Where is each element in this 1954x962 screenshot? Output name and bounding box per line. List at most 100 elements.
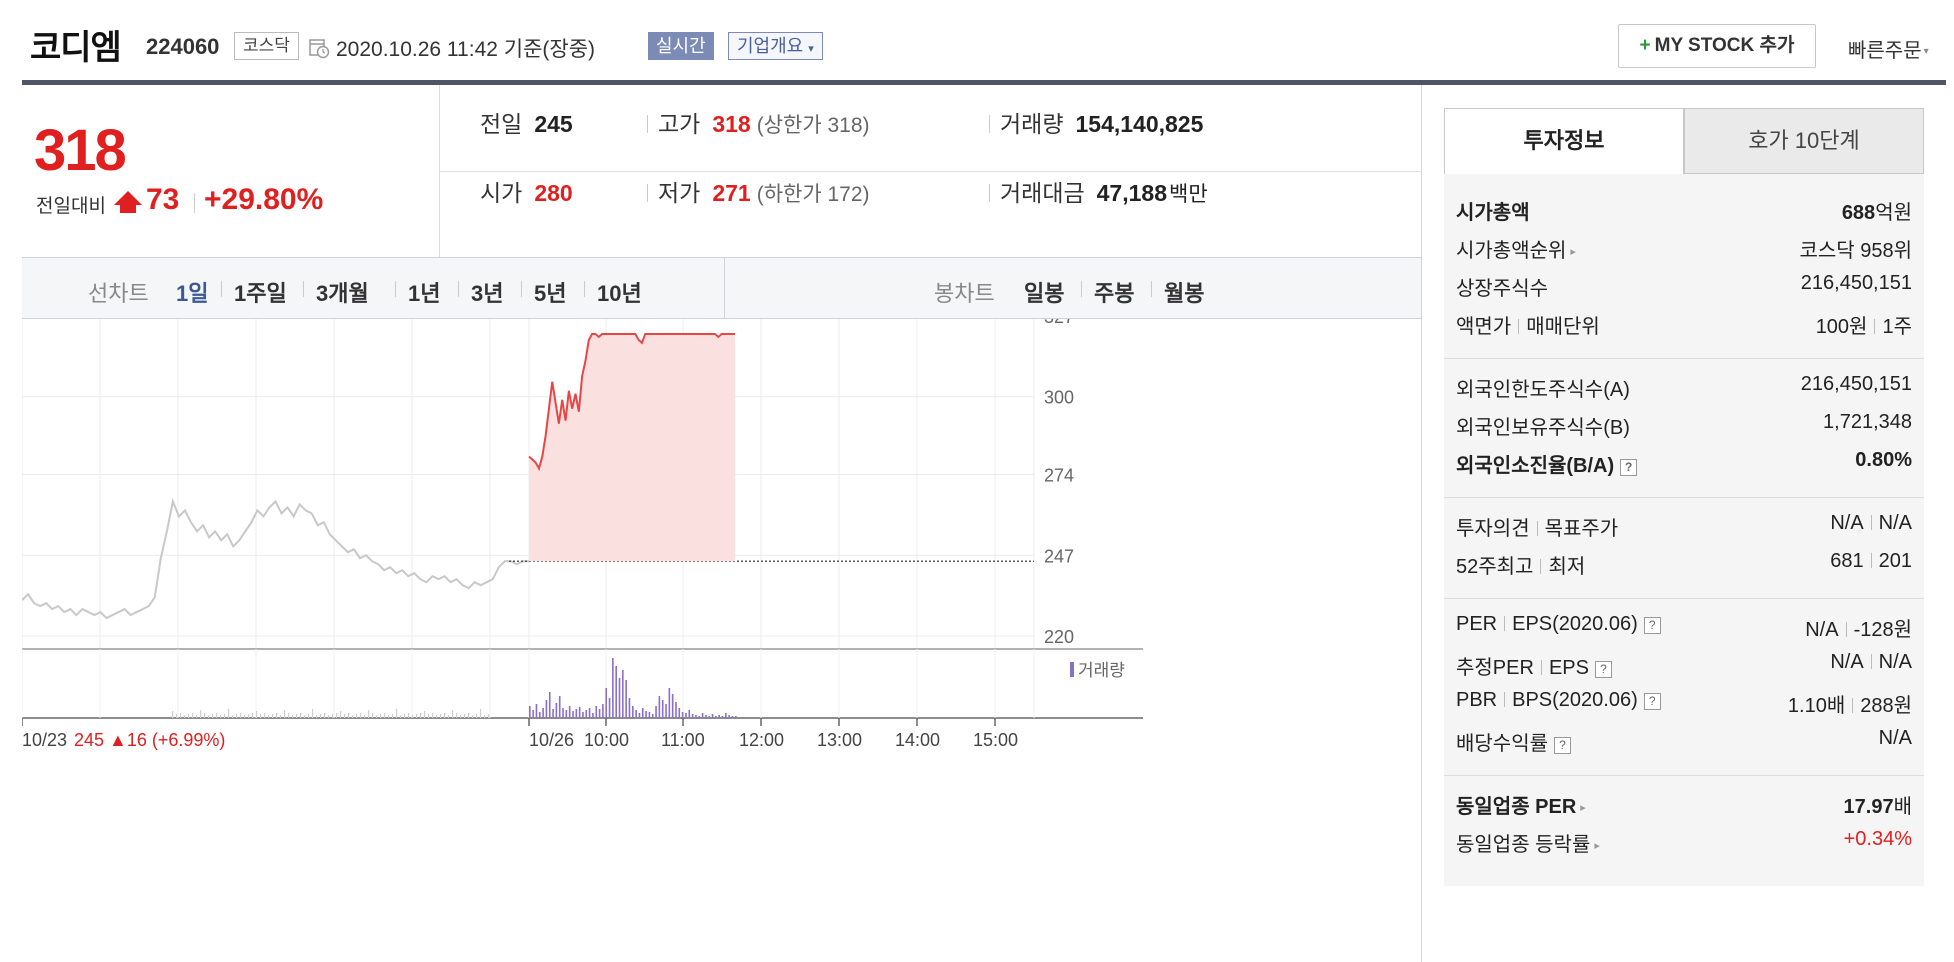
volume-bar-today <box>552 709 554 718</box>
tab-5year[interactable]: 5년 <box>534 281 567 306</box>
volume-bar-prev <box>328 715 330 718</box>
volume-bar-prev <box>340 711 342 718</box>
prev-day-summary: 245 ▲16 (+6.99%) <box>74 730 225 750</box>
volume-bar-today <box>632 706 634 718</box>
volume-bar-prev <box>348 713 350 718</box>
stat-high: 고가 318 (상한가 318) <box>658 111 870 137</box>
volume-bar-today <box>715 716 717 718</box>
row-opinion: 투자의견 목표주가 N/A N/A <box>1456 512 1912 540</box>
volume-bar-today <box>575 709 578 718</box>
volume-bar-prev <box>320 714 322 718</box>
chevron-right-icon: ▸ <box>1580 802 1586 814</box>
volume-bar-prev <box>452 710 454 718</box>
up-arrow-stem <box>120 203 136 213</box>
quick-order-menu[interactable]: 빠른주문 ▾ <box>1848 34 1929 63</box>
volume-bar-today <box>718 715 720 718</box>
volume-bar-today <box>735 716 737 718</box>
help-icon[interactable]: ? <box>1620 459 1638 476</box>
volume-bar-today <box>638 713 641 718</box>
help-icon[interactable]: ? <box>1643 617 1661 634</box>
volume-bar-today <box>725 713 727 718</box>
divider <box>647 184 648 202</box>
tab-1week[interactable]: 1주일 <box>234 281 287 306</box>
candle-chart-label: 봉차트 <box>934 281 995 306</box>
volume-bar-prev <box>332 714 334 718</box>
company-overview-button[interactable]: 기업개요 ▾ <box>728 32 823 60</box>
volume-bar-prev <box>364 715 366 718</box>
volume-bar-prev <box>392 714 394 718</box>
volume-bar-prev <box>228 709 230 718</box>
row-sector-per[interactable]: 동일업종 PER ▸ 17.97배 <box>1456 796 1912 818</box>
compare-label: 전일대비 <box>36 196 106 217</box>
volume-bar-today <box>538 712 541 718</box>
row-cap-rank[interactable]: 시가총액순위 ▸ 코스닥 958위 <box>1456 240 1912 262</box>
add-my-stock-label: MY STOCK 추가 <box>1654 35 1795 56</box>
tab-1year[interactable]: 1년 <box>408 281 441 306</box>
add-my-stock-button[interactable]: + MY STOCK 추가 <box>1618 24 1816 68</box>
volume-bar-today <box>615 666 617 718</box>
volume-bar-prev <box>432 713 434 718</box>
volume-bar-prev <box>488 714 490 718</box>
tab-daily-candle[interactable]: 일봉 <box>1024 281 1065 306</box>
volume-bar-prev <box>284 710 286 718</box>
volume-bar-prev <box>216 713 218 718</box>
row-market-cap: 시가총액 688억원 <box>1456 202 1912 224</box>
stat-open: 시가 280 <box>480 180 573 206</box>
volume-bar-prev <box>372 713 374 718</box>
company-overview-label: 기업개요 <box>737 36 804 56</box>
row-foreign-hold: 외국인보유주식수(B) 1,721,348 <box>1456 411 1912 439</box>
series-line-today <box>528 332 735 472</box>
tab-investment-info[interactable]: 투자정보 <box>1444 108 1684 174</box>
row-listed-shares: 상장주식수 216,450,151 <box>1456 272 1912 300</box>
tab-weekly-candle[interactable]: 주봉 <box>1094 281 1135 306</box>
divider <box>521 281 522 297</box>
volume-bar-today <box>671 694 674 718</box>
volume-bar-prev <box>352 715 354 718</box>
divider <box>724 258 725 318</box>
volume-bar-prev <box>316 715 318 718</box>
row-dividend: 배당수익률? N/A <box>1456 727 1912 755</box>
volume-bar-prev <box>176 714 178 718</box>
volume-bar-prev <box>356 714 358 718</box>
tab-3year[interactable]: 3년 <box>471 281 504 306</box>
chevron-right-icon: ▸ <box>1570 246 1576 258</box>
tab-monthly-candle[interactable]: 월봉 <box>1164 281 1205 306</box>
divider <box>1444 358 1924 359</box>
volume-bar-today <box>605 688 608 718</box>
volume-bar-prev <box>204 713 206 718</box>
help-icon[interactable]: ? <box>1643 693 1661 710</box>
stat-volume: 거래량 154,140,825 <box>1000 111 1204 137</box>
tab-3month[interactable]: 3개월 <box>316 281 369 306</box>
volume-bar-today <box>542 708 544 718</box>
volume-bar-today <box>545 700 548 718</box>
tab-orderbook[interactable]: 호가 10단계 <box>1684 108 1924 174</box>
help-icon[interactable]: ? <box>1594 661 1612 678</box>
volume-bar-prev <box>360 713 362 718</box>
y-tick-label: 220 <box>1044 627 1074 647</box>
x-tick-label: 14:00 <box>895 730 940 750</box>
help-icon[interactable]: ? <box>1554 737 1571 754</box>
volume-bar-today <box>678 708 681 718</box>
volume-legend-swatch <box>1070 662 1074 677</box>
volume-bar-today <box>565 710 568 718</box>
divider <box>1081 281 1082 297</box>
divider <box>221 281 222 297</box>
volume-bar-prev <box>376 715 378 718</box>
volume-bar-prev <box>448 715 450 718</box>
tab-10year[interactable]: 10년 <box>597 281 642 306</box>
volume-bar-today <box>731 716 734 718</box>
realtime-button[interactable]: 실시간 <box>648 32 714 60</box>
volume-bar-prev <box>196 715 198 718</box>
volume-bar-prev <box>396 709 398 718</box>
price-change: 73 <box>146 183 180 216</box>
volume-bar-prev <box>384 713 386 718</box>
row-sector-rate[interactable]: 동일업종 등락률 ▸ +0.34% <box>1456 828 1912 856</box>
volume-bar-today <box>685 713 687 718</box>
row-per: PER EPS(2020.06)? N/A -128원 <box>1456 613 1912 641</box>
volume-bar-prev <box>272 714 274 718</box>
investment-info: 시가총액 688억원 시가총액순위 ▸ 코스닥 958위 상장주식수 216,45… <box>1444 174 1924 886</box>
volume-bar-prev <box>464 714 466 718</box>
tab-1day[interactable]: 1일 <box>176 281 209 306</box>
volume-bar-today <box>681 712 684 718</box>
volume-bar-prev <box>312 709 314 718</box>
